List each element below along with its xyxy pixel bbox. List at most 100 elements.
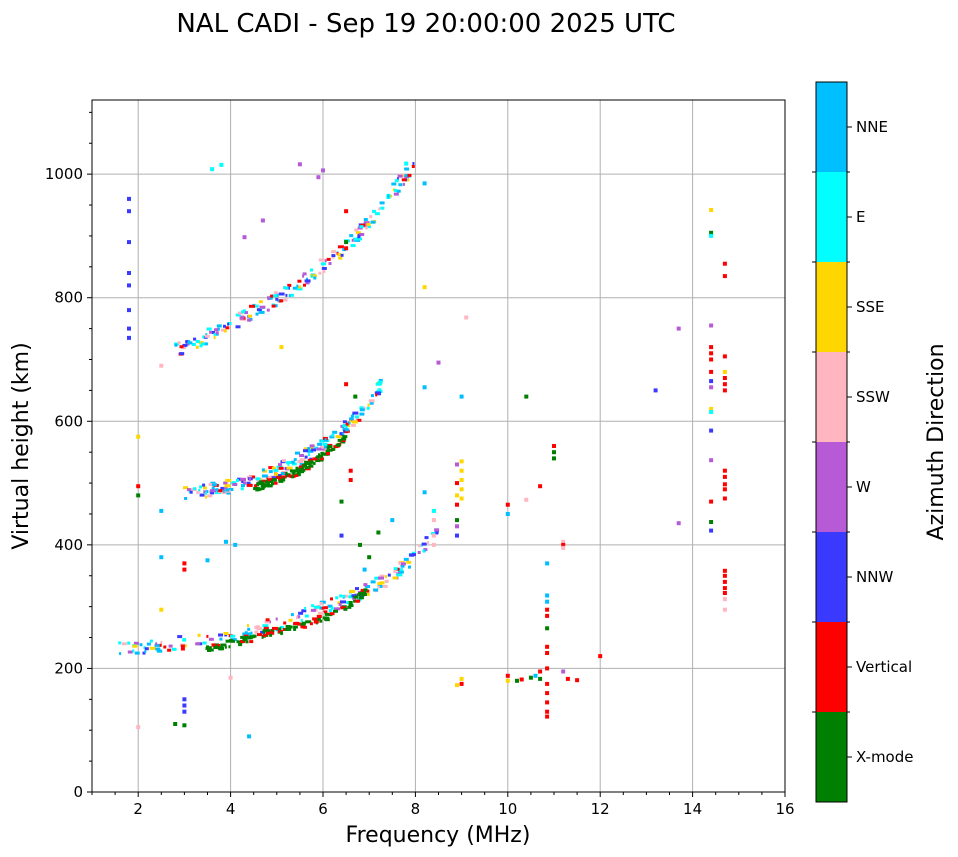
trace-point xyxy=(351,238,354,242)
trace-point xyxy=(276,475,280,479)
trace-point xyxy=(303,449,308,453)
trace-point xyxy=(330,606,334,610)
trace-point xyxy=(224,484,231,488)
x-axis-label: Frequency (MHz) xyxy=(346,823,531,848)
trace-point xyxy=(313,274,317,278)
trace-point xyxy=(378,207,381,211)
trace-point xyxy=(290,613,294,617)
trace-point xyxy=(202,342,208,346)
trace-point xyxy=(279,299,284,303)
trace-point xyxy=(422,549,425,553)
trace-point xyxy=(398,183,403,187)
trace-point xyxy=(343,607,348,611)
colorbar-segment-w xyxy=(816,442,847,532)
trace-point xyxy=(377,584,383,588)
trace-point xyxy=(268,470,273,474)
trace-point xyxy=(411,165,415,168)
axes: 2 4 6 8 10 12 14 16 0 200 400 600 800 1000 xyxy=(45,111,795,818)
trace-point xyxy=(360,590,366,594)
trace-point xyxy=(287,283,292,287)
trace-point xyxy=(391,182,397,186)
scatter-point xyxy=(722,388,727,393)
trace-point xyxy=(375,393,378,397)
trace-point xyxy=(246,483,253,487)
y-tick-label: 800 xyxy=(54,289,83,307)
trace-point xyxy=(225,326,230,330)
trace-point xyxy=(142,651,146,655)
trace-point xyxy=(237,311,243,315)
trace-point xyxy=(366,225,371,229)
trace-point xyxy=(293,474,299,477)
trace-point xyxy=(396,189,401,193)
trace-point xyxy=(393,567,398,571)
trace-point xyxy=(363,221,370,225)
scatter-point xyxy=(205,558,210,563)
trace-point xyxy=(427,541,430,545)
trace-point xyxy=(397,570,404,574)
trace-point xyxy=(218,647,225,651)
trace-point xyxy=(372,209,376,213)
trace-point xyxy=(310,268,313,272)
trace-point xyxy=(247,632,251,636)
trace-point xyxy=(298,470,305,474)
trace-point xyxy=(406,560,412,564)
trace-point xyxy=(286,461,292,465)
scatter-point xyxy=(709,345,714,350)
scatter-point xyxy=(709,230,714,235)
trace-point xyxy=(258,480,263,484)
scatter-point xyxy=(159,363,164,368)
scatter-point xyxy=(233,542,238,547)
trace-point xyxy=(247,318,252,322)
scatter-point xyxy=(709,379,714,384)
trace-point xyxy=(199,493,205,497)
scatter-point xyxy=(431,542,436,547)
trace-point xyxy=(349,417,354,421)
scatter-point xyxy=(538,484,543,489)
trace-point xyxy=(364,226,368,230)
trace-point xyxy=(260,487,265,491)
trace-point xyxy=(310,274,313,278)
scatter-point xyxy=(279,345,284,350)
trace-point xyxy=(280,631,284,635)
trace-point xyxy=(424,536,429,540)
trace-point xyxy=(254,630,259,634)
trace-point xyxy=(297,615,301,619)
scatter-point xyxy=(159,508,164,513)
scatter-point xyxy=(260,218,265,223)
trace-point xyxy=(206,490,209,493)
scatter-point xyxy=(505,512,510,516)
trace-point xyxy=(377,380,383,384)
trace-point xyxy=(303,447,310,451)
trace-point xyxy=(258,300,263,304)
trace-point xyxy=(199,344,203,348)
trace-point xyxy=(160,640,163,644)
trace-point xyxy=(380,206,385,210)
scatter-point xyxy=(422,490,427,495)
trace-point xyxy=(350,423,356,427)
scatter-point xyxy=(709,369,714,374)
chart-title: NAL CADI - Sep 19 20:00:00 2025 UTC xyxy=(176,9,675,39)
scatter-point xyxy=(709,499,714,504)
trace-point xyxy=(275,297,279,301)
scatter-point xyxy=(538,669,543,674)
scatter-point xyxy=(182,561,187,566)
trace-point xyxy=(268,466,274,470)
trace-point xyxy=(408,565,411,569)
trace-point xyxy=(269,633,273,637)
trace-point xyxy=(337,438,342,442)
trace-point xyxy=(373,588,379,592)
trace-point xyxy=(118,641,122,645)
y-tick-label: 0 xyxy=(73,783,83,801)
trace-point xyxy=(171,647,177,651)
trace-point xyxy=(278,292,285,296)
trace-point xyxy=(132,649,135,653)
scatter-point xyxy=(709,406,714,411)
scatter-point xyxy=(182,709,187,714)
trace-point xyxy=(396,573,403,577)
trace-point xyxy=(352,411,359,415)
scatter-point xyxy=(722,496,727,501)
trace-point xyxy=(374,576,381,580)
scatter-point xyxy=(676,326,681,331)
trace-point xyxy=(384,579,389,583)
trace-point xyxy=(329,612,335,616)
